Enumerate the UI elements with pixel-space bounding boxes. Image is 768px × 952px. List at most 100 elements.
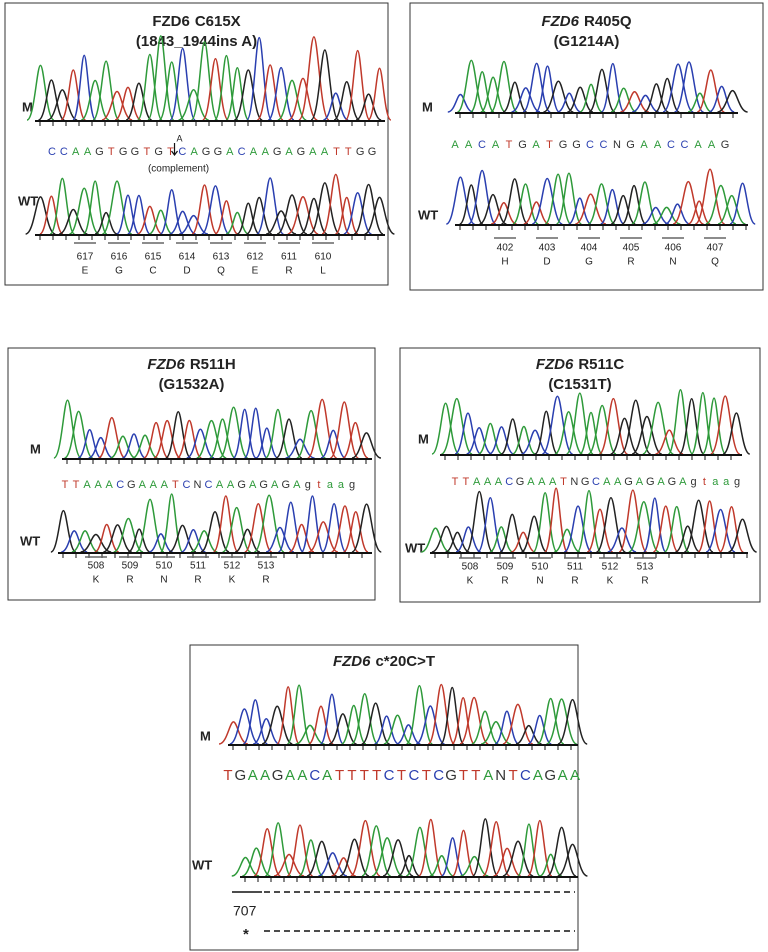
mutant-peak <box>511 87 541 113</box>
wildtype-peak <box>265 526 295 553</box>
wildtype-peak <box>236 202 260 235</box>
wildtype-peak <box>343 511 369 553</box>
wildtype-peak <box>512 183 539 225</box>
wildtype-peak <box>500 178 529 225</box>
mutant-peak <box>600 62 626 113</box>
mutant-peak <box>169 47 196 121</box>
wildtype-peak <box>445 531 470 553</box>
mutant-peak <box>218 721 249 745</box>
wildtype-peak <box>148 209 173 235</box>
mutant-peak <box>427 683 456 745</box>
wildtype-peak <box>705 508 736 553</box>
amino-acid: R <box>641 576 648 587</box>
panel-title: FZD6 c*20C>T <box>333 653 435 670</box>
mutant-peak <box>678 397 705 455</box>
wildtype-peak <box>600 188 625 225</box>
mutant-peak <box>383 714 412 745</box>
mutant-peak <box>344 49 371 121</box>
wildtype-peak <box>277 501 305 553</box>
mutant-peak <box>255 427 279 459</box>
amino-acid: H <box>501 257 508 268</box>
wildtype-peak <box>642 497 667 553</box>
mutant-peak <box>500 418 525 455</box>
amino-acid: N <box>536 576 543 587</box>
wildtype-peak <box>353 183 384 235</box>
amino-acid: Q <box>711 257 719 268</box>
mutant-peak <box>252 718 280 745</box>
wildtype-peak <box>553 528 581 553</box>
codon-number: 404 <box>581 243 598 254</box>
codon-number: 617 <box>77 252 94 263</box>
wildtype-peak <box>465 490 494 553</box>
mutant-peak <box>439 686 465 745</box>
wildtype-peak <box>539 853 563 877</box>
wildtype-peak <box>200 185 231 235</box>
mutant-peak <box>92 60 120 121</box>
mutant-peak <box>579 83 603 113</box>
mutant-peak <box>77 428 102 459</box>
wildtype-peak <box>421 527 450 553</box>
wildtype-peak <box>321 173 351 235</box>
mutant-peak <box>243 407 268 459</box>
wildtype-peak <box>148 533 173 553</box>
wildtype-peak <box>242 847 271 877</box>
mutant-peak <box>494 710 520 745</box>
wildtype-peak <box>214 200 239 235</box>
mutant-peak <box>466 426 493 455</box>
wildtype-peak <box>445 176 476 225</box>
mutant-peak <box>80 79 110 121</box>
mutant-peak <box>541 395 574 455</box>
mutant-peak <box>233 69 264 121</box>
mutant-peak <box>186 428 215 459</box>
codon-number: 509 <box>497 562 514 573</box>
wildtype-peak <box>717 194 746 225</box>
wildtype-peak <box>265 210 297 235</box>
gene-name: FZD6 <box>333 653 371 670</box>
gene-name: FZD6 <box>541 13 579 30</box>
mutant-peak <box>459 696 489 745</box>
mutant-peak <box>447 93 474 113</box>
mutant-label: M <box>200 728 211 743</box>
mutant-peak <box>275 418 303 459</box>
wildtype-peak <box>253 494 285 553</box>
wildtype-peak <box>169 210 197 235</box>
mutant-peak <box>701 397 727 455</box>
mutant-peak <box>190 41 219 121</box>
wildtype-peak <box>58 208 88 235</box>
mutant-peak <box>285 438 315 459</box>
codon-number: 613 <box>213 252 230 263</box>
wildtype-peak <box>587 183 616 225</box>
wildtype-peak <box>103 524 133 553</box>
wildtype-peak <box>225 211 249 235</box>
codon-number: 508 <box>462 562 479 573</box>
mutant-peak <box>415 705 445 745</box>
amino-acid: E <box>82 266 89 277</box>
mutant-peak <box>232 408 257 459</box>
mutant-peak <box>225 66 250 121</box>
amino-acid: G <box>585 257 593 268</box>
mutant-peak <box>598 397 629 455</box>
mutant-peak <box>114 86 142 121</box>
wildtype-peak <box>490 201 517 225</box>
mutant-peak <box>176 419 202 459</box>
codon-number: 402 <box>497 243 514 254</box>
mutant-peak <box>26 64 55 121</box>
wildtype-peak <box>531 177 563 225</box>
mutant-peak <box>295 724 325 745</box>
mutant-peak <box>153 419 181 459</box>
gene-name: FZD6 <box>147 356 185 373</box>
mutant-peak <box>132 434 158 459</box>
mutant-peak <box>333 80 360 121</box>
amino-acid: E <box>252 266 259 277</box>
wildtype-peak <box>429 854 454 877</box>
wildtype-peak <box>621 184 647 225</box>
wildtype-peak <box>308 521 339 553</box>
mutant-peak <box>631 415 663 455</box>
amino-acid: K <box>607 576 614 587</box>
wildtype-peak <box>467 169 497 225</box>
wildtype-peak <box>652 206 681 225</box>
wildtype-peak <box>729 182 756 225</box>
insertion-base: A <box>177 133 183 143</box>
mutant-peak <box>454 412 482 455</box>
